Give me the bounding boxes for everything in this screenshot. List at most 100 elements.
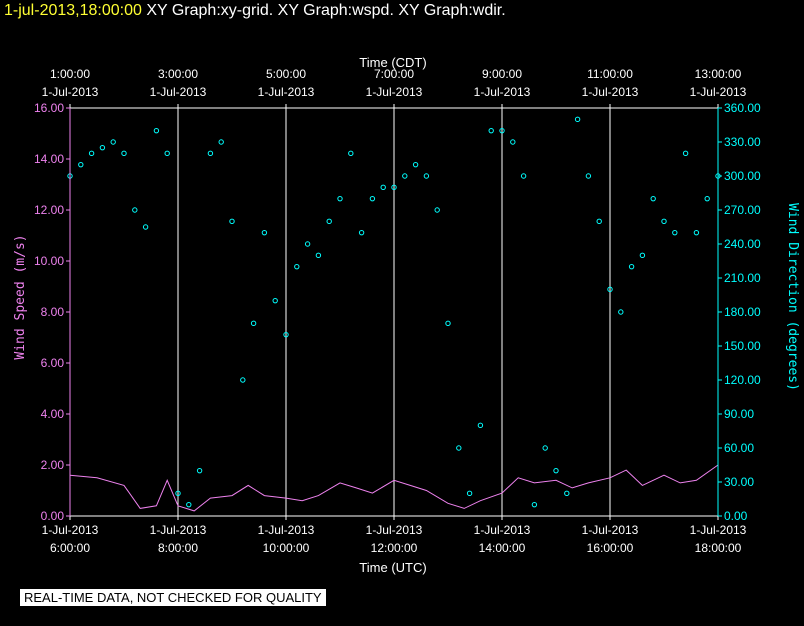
wind-direction-point — [78, 161, 84, 168]
right-tick-label: 210.00 — [724, 271, 761, 285]
top-tick-date: 1-Jul-2013 — [258, 85, 315, 99]
wind-direction-point — [110, 139, 116, 145]
wind-direction-point — [520, 173, 527, 179]
wind-direction-point — [607, 286, 613, 293]
grid-layer — [69, 108, 719, 516]
bottom-tick-time: 6:00:00 — [50, 541, 90, 555]
wind-direction-point — [412, 161, 419, 168]
right-axis-title: Wind Direction (degrees) — [785, 203, 800, 391]
top-tick-date: 1-Jul-2013 — [150, 85, 207, 99]
bottom-tick-date: 1-Jul-2013 — [150, 523, 207, 537]
top-tick-time: 3:00:00 — [158, 67, 198, 81]
quality-disclaimer: REAL-TIME DATA, NOT CHECKED FOR QUALITY — [20, 589, 326, 606]
wind-direction-point — [466, 490, 473, 497]
wind-direction-point — [358, 229, 365, 236]
wind-direction-point — [553, 467, 559, 474]
top-tick-time: 1:00:00 — [50, 67, 90, 81]
left-tick-label: 4.00 — [41, 407, 65, 421]
wind-direction-point — [682, 150, 689, 157]
left-axis-title: Wind Speed (m/s) — [13, 234, 28, 359]
wind-direction-point — [488, 127, 494, 134]
bottom-tick-date: 1-Jul-2013 — [690, 523, 747, 537]
bottom-tick-time: 16:00:00 — [587, 541, 634, 555]
bottom-tick-date: 1-Jul-2013 — [582, 523, 639, 537]
right-tick-label: 90.00 — [724, 407, 754, 421]
wind-direction-layer — [67, 116, 721, 508]
top-tick-date: 1-Jul-2013 — [474, 85, 531, 99]
wind-direction-point — [272, 297, 278, 304]
wind-direction-point — [153, 127, 160, 134]
wind-direction-point — [186, 501, 192, 508]
wind-direction-point — [672, 229, 678, 236]
wind-direction-point — [304, 241, 311, 247]
wind-direction-point — [542, 445, 548, 451]
wind-direction-point — [510, 139, 516, 145]
wind-direction-point — [477, 422, 484, 429]
top-axis-title: Time (CDT) — [359, 55, 426, 70]
wind-direction-point — [445, 320, 451, 327]
right-tick-label: 120.00 — [724, 373, 761, 387]
wind-direction-point — [499, 127, 505, 134]
header-graph-2: XY Graph:wspd. — [277, 2, 394, 19]
wind-direction-point — [531, 501, 538, 508]
right-tick-label: 150.00 — [724, 339, 761, 353]
header-timestamp: 1-jul-2013,18:00:00 — [4, 2, 142, 19]
right-tick-label: 0.00 — [724, 509, 748, 523]
top-tick-date: 1-Jul-2013 — [366, 85, 423, 99]
wind-direction-point — [348, 150, 354, 157]
wind-direction-point — [380, 184, 386, 191]
wind-direction-point — [229, 218, 235, 225]
wind-direction-point — [175, 490, 181, 497]
bottom-tick-time: 12:00:00 — [371, 541, 418, 555]
wind-direction-point — [564, 490, 570, 497]
wind-direction-point — [704, 195, 710, 202]
wind-direction-point — [369, 195, 376, 202]
top-tick-date: 1-Jul-2013 — [582, 85, 639, 99]
wind-direction-point — [574, 116, 581, 123]
bottom-tick-time: 18:00:00 — [695, 541, 742, 555]
wind-direction-point — [294, 263, 300, 270]
wind-direction-point — [423, 173, 430, 179]
wind-direction-point — [618, 309, 624, 315]
left-tick-label: 14.00 — [34, 152, 64, 166]
wind-direction-point — [585, 173, 592, 179]
left-tick-label: 6.00 — [41, 356, 65, 370]
wind-direction-point — [164, 150, 170, 157]
wind-direction-point — [661, 218, 667, 225]
top-tick-time: 11:00:00 — [587, 67, 633, 81]
wind-direction-point — [283, 331, 289, 338]
wind-direction-point — [402, 173, 408, 179]
bottom-tick-time: 14:00:00 — [479, 541, 526, 555]
bottom-tick-date: 1-Jul-2013 — [258, 523, 315, 537]
wind-direction-point — [650, 195, 656, 202]
right-tick-label: 180.00 — [724, 305, 761, 319]
wind-direction-point — [434, 207, 440, 213]
bottom-tick-date: 1-Jul-2013 — [474, 523, 531, 537]
left-tick-label: 10.00 — [34, 254, 64, 268]
left-tick-label: 16.00 — [34, 101, 64, 115]
top-tick-time: 9:00:00 — [482, 67, 522, 81]
wind-direction-point — [456, 445, 462, 451]
left-tick-label: 2.00 — [41, 458, 65, 472]
bottom-tick-date: 1-Jul-2013 — [366, 523, 423, 537]
header-graph-1: XY Graph:xy-grid. — [146, 2, 274, 19]
top-tick-time: 7:00:00 — [374, 67, 414, 81]
bottom-axis-title: Time (UTC) — [359, 560, 426, 575]
wind-direction-point — [596, 218, 602, 225]
bottom-tick-time: 10:00:00 — [263, 541, 310, 555]
left-tick-label: 12.00 — [34, 203, 64, 217]
wind-direction-point — [326, 218, 332, 225]
wind-speed-line — [69, 464, 719, 512]
wind-direction-point — [196, 467, 203, 474]
wind-direction-point — [99, 144, 106, 151]
header-graph-3: XY Graph:wdir. — [398, 2, 506, 19]
right-tick-label: 300.00 — [724, 169, 761, 183]
wind-direction-point — [132, 207, 138, 213]
wind-direction-point — [250, 320, 257, 327]
bottom-tick-date: 1-Jul-2013 — [42, 523, 99, 537]
bottom-tick-time: 8:00:00 — [158, 541, 198, 555]
top-tick-time: 5:00:00 — [266, 67, 306, 81]
right-tick-label: 270.00 — [724, 203, 761, 217]
right-tick-label: 360.00 — [724, 101, 761, 115]
